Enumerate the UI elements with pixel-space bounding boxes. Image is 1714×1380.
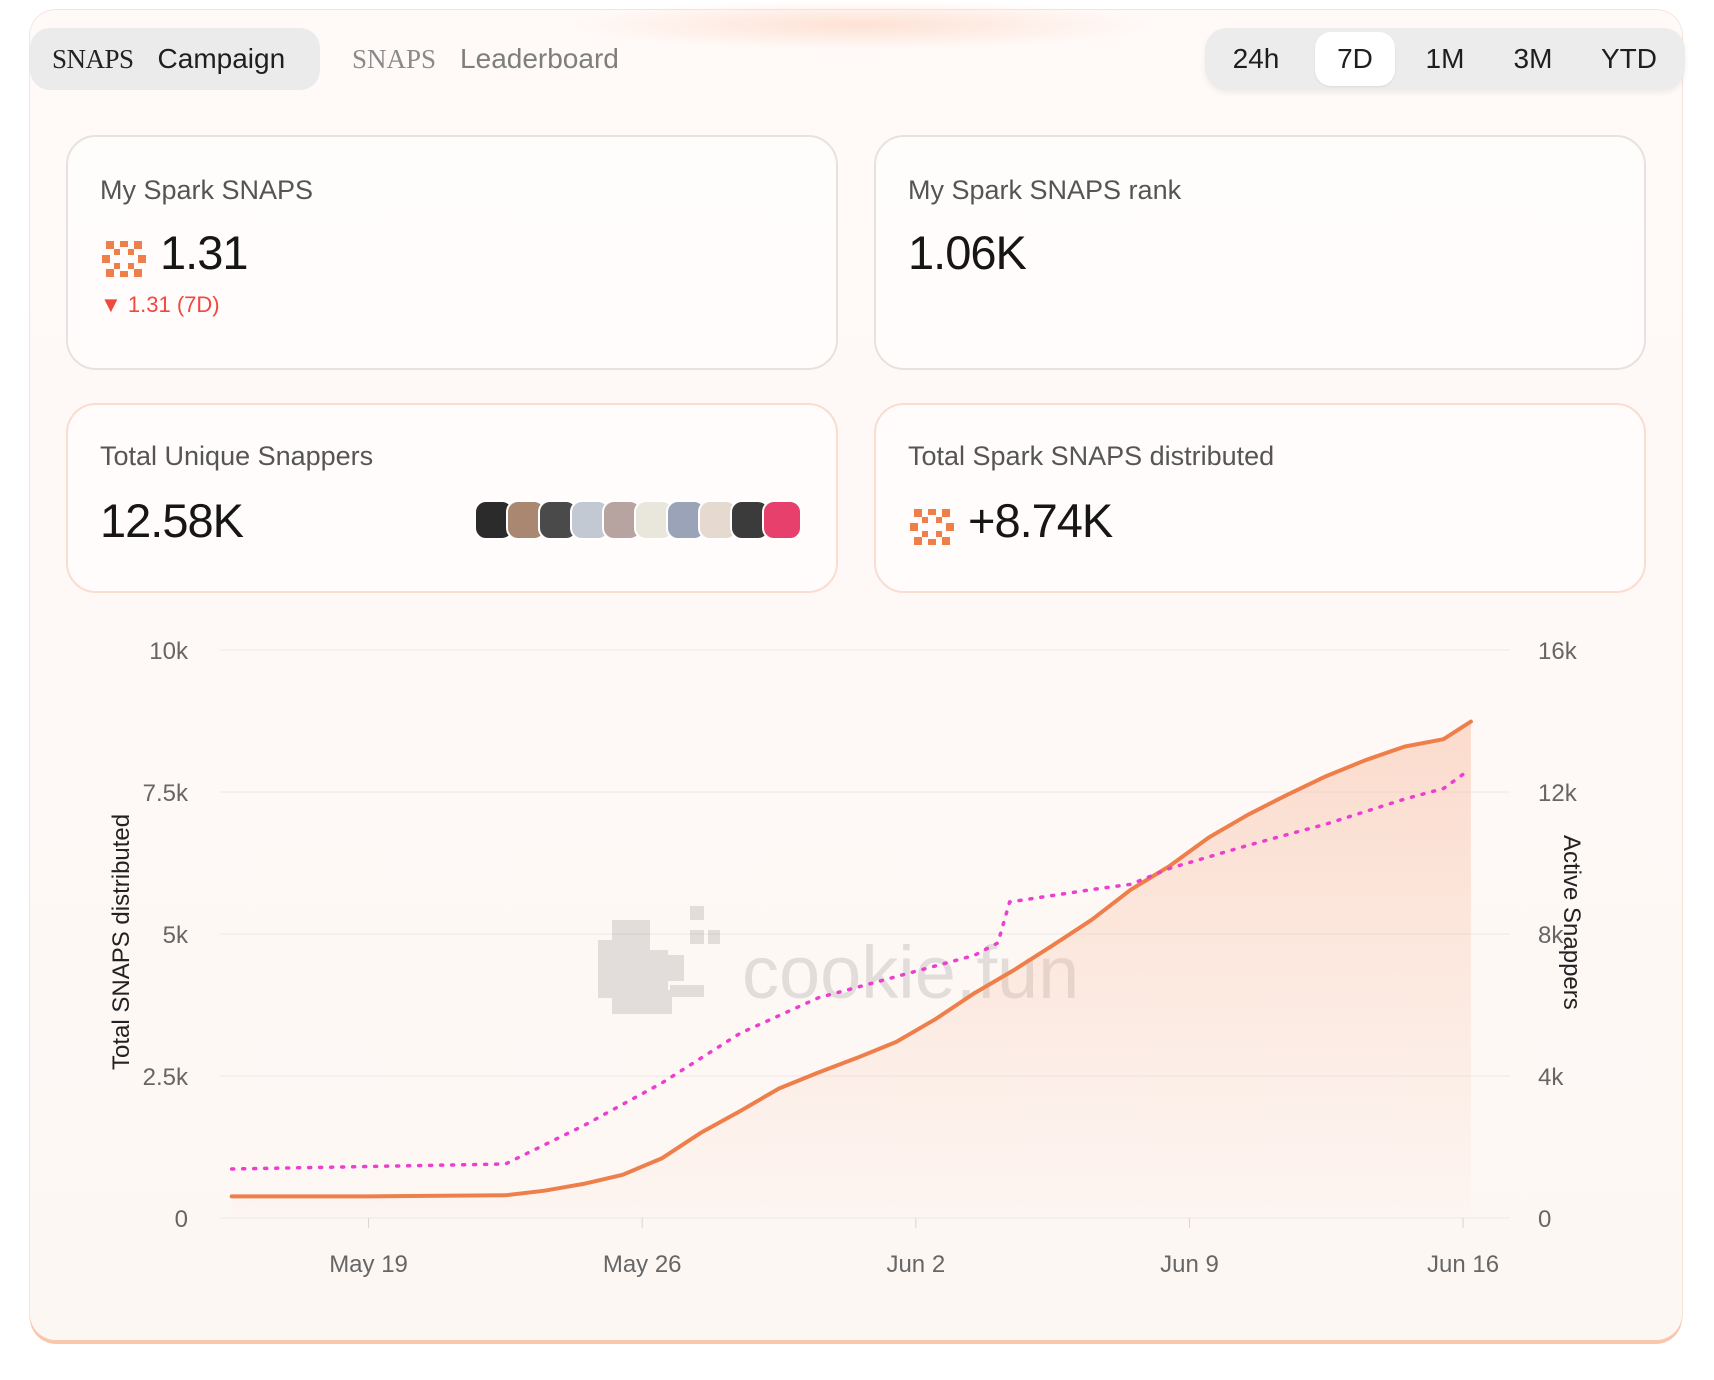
- snapper-avatar: [762, 500, 802, 540]
- y-right-tick-label: 8k: [1538, 922, 1564, 949]
- spark-snaps-icon: [102, 241, 146, 277]
- x-tick-label: May 26: [603, 1251, 682, 1278]
- stat-unique-snappers: Total Unique Snappers 12.58K: [66, 403, 838, 593]
- stat-value: 1.06K: [908, 226, 1027, 279]
- y-left-tick-label: 0: [175, 1206, 188, 1233]
- tab-snaps-leaderboard[interactable]: SNAPS Leaderboard: [352, 28, 619, 90]
- stat-value: 12.58K: [100, 494, 244, 547]
- x-tick-label: Jun 16: [1427, 1251, 1499, 1278]
- y-right-tick-label: 12k: [1538, 780, 1578, 807]
- y-right-tick-label: 0: [1538, 1206, 1551, 1233]
- stat-delta: ▼ 1.31 (7D): [100, 292, 220, 317]
- range-1m[interactable]: 1M: [1425, 43, 1465, 74]
- tab-label: Campaign: [157, 43, 286, 74]
- stat-distributed: Total Spark SNAPS distributed +8.74K: [874, 403, 1646, 593]
- stat-label: My Spark SNAPS: [100, 175, 314, 205]
- tab-snaps-campaign[interactable]: SNAPS Campaign: [30, 28, 320, 90]
- snaps-brand: SNAPS: [52, 43, 134, 74]
- spark-snaps-icon: [910, 509, 954, 545]
- y-right-tick-label: 16k: [1538, 638, 1578, 665]
- y-right-tick-label: 4k: [1538, 1064, 1564, 1091]
- range-3m[interactable]: 3M: [1513, 43, 1553, 74]
- y-axis-right-label: Active Snappers: [1558, 835, 1585, 1010]
- x-tick-label: Jun 2: [886, 1251, 945, 1278]
- stat-label: Total Unique Snappers: [100, 441, 374, 471]
- series-active-snappers-line: [229, 772, 1465, 1171]
- stat-label: Total Spark SNAPS distributed: [908, 441, 1275, 471]
- time-range-selector: 24h 7D 1M 3M YTD: [1205, 28, 1685, 90]
- range-24h[interactable]: 24h: [1232, 43, 1280, 74]
- y-left-tick-label: 10k: [149, 638, 189, 665]
- y-left-tick-label: 2.5k: [143, 1064, 189, 1091]
- series-total-snaps-line: [229, 719, 1473, 1199]
- stat-value: 1.31: [160, 226, 248, 279]
- stat-value: +8.74K: [968, 494, 1113, 547]
- top-glow: [560, 0, 1160, 50]
- snapper-avatars: [474, 500, 802, 544]
- snaps-area-fill: [231, 721, 1471, 1218]
- x-tick-label: Jun 9: [1160, 1251, 1219, 1278]
- range-ytd[interactable]: YTD: [1601, 43, 1657, 74]
- stat-my-snaps: My Spark SNAPS 1.31 ▼ 1.31 (7D): [66, 135, 838, 370]
- stat-my-rank: My Spark SNAPS rank 1.06K: [874, 135, 1646, 370]
- y-left-tick-label: 5k: [163, 922, 189, 949]
- tab-label: Leaderboard: [460, 43, 619, 74]
- range-7d[interactable]: 7D: [1315, 32, 1395, 86]
- snaps-brand: SNAPS: [352, 43, 437, 74]
- y-left-tick-label: 7.5k: [143, 780, 189, 807]
- y-axis-left-label: Total SNAPS distributed: [108, 813, 135, 1070]
- stat-label: My Spark SNAPS rank: [908, 175, 1182, 205]
- x-tick-label: May 19: [329, 1251, 408, 1278]
- cookie-logo-icon: [598, 906, 720, 1014]
